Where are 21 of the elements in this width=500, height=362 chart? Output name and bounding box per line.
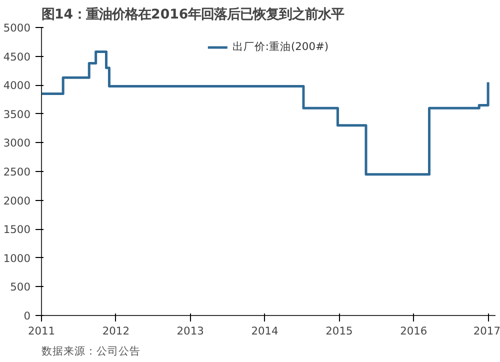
y-tick-label: 3500 bbox=[3, 108, 31, 121]
x-tick-label: 2013 bbox=[176, 324, 204, 338]
x-tick-label: 2017 bbox=[473, 324, 500, 338]
y-tick-label: 2500 bbox=[3, 166, 31, 178]
y-tick-label: 3000 bbox=[3, 136, 31, 150]
source-note: 数据来源：公司公告 bbox=[42, 344, 140, 358]
y-tick-label: 4000 bbox=[3, 79, 31, 92]
y-tick-label: 4500 bbox=[3, 50, 31, 64]
x-tick-label: 2014 bbox=[251, 324, 279, 338]
y-tick-label: 5000 bbox=[3, 22, 31, 34]
x-tick-label: 2011 bbox=[28, 324, 56, 338]
x-tick-label: 2012 bbox=[102, 324, 130, 338]
y-tick-label: 0 bbox=[24, 310, 31, 322]
chart-title: 图14：重油价格在2016年回落后已恢复到之前水平 bbox=[42, 6, 344, 22]
y-tick-label: 1000 bbox=[3, 252, 31, 265]
legend-label: 出厂价:重油(200#) bbox=[232, 40, 329, 54]
x-tick-label: 2015 bbox=[326, 324, 353, 338]
y-tick-label: 500 bbox=[10, 280, 31, 294]
y-tick-label: 1500 bbox=[3, 223, 31, 236]
x-tick-label: 2016 bbox=[400, 324, 428, 338]
y-tick-label: 2000 bbox=[3, 194, 31, 208]
